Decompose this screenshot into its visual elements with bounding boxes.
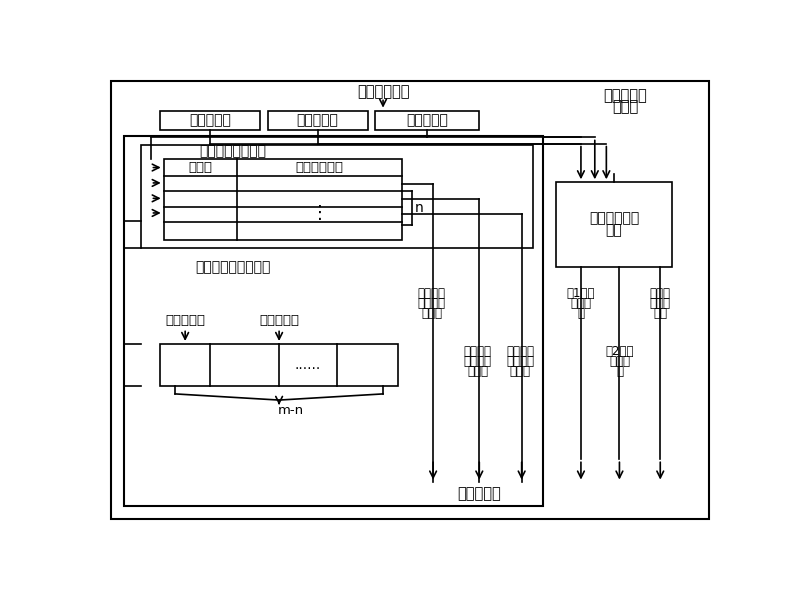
- Text: 飞行记分牌恢复列表: 飞行记分牌恢复列表: [195, 260, 270, 274]
- Text: 源1物理: 源1物理: [566, 287, 595, 301]
- Text: 的飞行记: 的飞行记: [418, 298, 446, 310]
- Text: 号: 号: [616, 365, 623, 378]
- Text: m-n: m-n: [278, 405, 304, 418]
- Bar: [163, 159, 402, 240]
- Text: 飞行记分牌号: 飞行记分牌号: [295, 161, 343, 174]
- Text: 寄存器重命名: 寄存器重命名: [589, 211, 639, 225]
- Text: 的飞行记: 的飞行记: [506, 355, 534, 368]
- Bar: [556, 182, 672, 267]
- Bar: [123, 136, 543, 505]
- Text: 源１寄存器: 源１寄存器: [189, 113, 230, 127]
- Text: ⋮: ⋮: [310, 204, 329, 222]
- Text: 分牌号: 分牌号: [467, 365, 488, 378]
- Text: 理寄存: 理寄存: [650, 298, 670, 310]
- Text: 目标物: 目标物: [650, 287, 670, 301]
- Text: 飞行记分牌映射表: 飞行记分牌映射表: [199, 144, 266, 159]
- Text: 源２寄存器: 源２寄存器: [297, 113, 338, 127]
- Text: 译码后的指令: 译码后的指令: [357, 84, 410, 100]
- Bar: [141, 145, 534, 248]
- Text: 源１检查: 源１检查: [464, 345, 492, 358]
- Text: 名站台: 名站台: [613, 99, 638, 114]
- Text: 有效位: 有效位: [188, 161, 212, 174]
- Text: 源２检查: 源２检查: [418, 287, 446, 301]
- Text: 号: 号: [578, 307, 585, 320]
- Text: 需要设置: 需要设置: [506, 345, 534, 358]
- Text: 目标寄存器: 目标寄存器: [406, 113, 448, 127]
- Text: 分牌号: 分牌号: [510, 365, 530, 378]
- Text: 恢复头指针: 恢复头指针: [165, 314, 205, 327]
- Text: 恢复尾指针: 恢复尾指针: [259, 314, 299, 327]
- Text: 逻辑: 逻辑: [606, 224, 622, 238]
- Text: 送发射站台: 送发射站台: [458, 486, 501, 501]
- Text: 源2物理: 源2物理: [605, 345, 634, 358]
- Text: 寄存器重命: 寄存器重命: [604, 89, 647, 103]
- Text: 的飞行记: 的飞行记: [464, 355, 492, 368]
- Text: 分牌号: 分牌号: [421, 307, 442, 320]
- Bar: [267, 110, 368, 130]
- Bar: [160, 110, 260, 130]
- Text: 寄存器: 寄存器: [570, 298, 591, 310]
- Text: 寄存器: 寄存器: [609, 355, 630, 368]
- Text: ......: ......: [294, 358, 321, 372]
- Text: 器号: 器号: [654, 307, 667, 320]
- Bar: [375, 110, 479, 130]
- Text: n: n: [415, 201, 424, 215]
- Bar: [160, 344, 398, 386]
